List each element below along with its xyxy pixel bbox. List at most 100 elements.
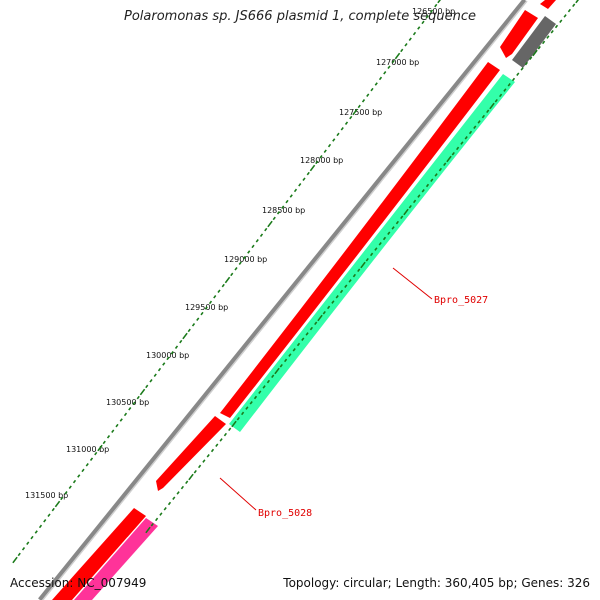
sequence-backbone-highlight — [41, 0, 528, 600]
tick-mark — [370, 252, 374, 257]
tick-mark — [38, 524, 43, 529]
tick-mark — [249, 401, 253, 405]
tick-mark — [236, 416, 240, 421]
tick-mark — [274, 367, 280, 375]
tick-mark — [394, 52, 401, 60]
tick-mark — [365, 257, 369, 262]
tick-mark — [172, 496, 176, 500]
tick-mark — [434, 173, 438, 177]
tick-mark — [231, 420, 237, 428]
tick-mark — [408, 204, 412, 209]
gene-bpro-5027-red[interactable] — [220, 62, 500, 418]
tick-mark — [111, 429, 115, 433]
gene-lower-magenta[interactable] — [74, 518, 158, 600]
tick-mark — [344, 121, 349, 125]
gene-lower-red[interactable] — [52, 508, 146, 600]
tick-mark — [115, 423, 119, 428]
tick-mark — [128, 407, 132, 411]
tick-mark — [224, 276, 231, 284]
tick-mark — [77, 474, 81, 478]
tick-mark — [102, 440, 106, 445]
tick-mark — [85, 463, 89, 467]
tick-mark — [266, 379, 270, 384]
tick-mark — [106, 435, 111, 439]
tick-mark — [460, 141, 464, 145]
tick-mark — [403, 208, 409, 216]
tick-mark — [391, 226, 395, 230]
tick-mark — [537, 45, 541, 50]
tick-mark — [176, 491, 180, 495]
tick-mark — [456, 146, 460, 151]
tick-mark — [430, 178, 434, 182]
tick-mark — [489, 102, 495, 110]
tick-mark — [302, 177, 306, 181]
tick-mark — [511, 77, 516, 82]
tick-mark — [559, 19, 563, 23]
tick-mark — [494, 98, 498, 103]
tick-mark — [30, 535, 34, 540]
gene-bpro-5028[interactable] — [156, 416, 226, 491]
tick-mark — [191, 323, 196, 327]
tick-mark — [230, 272, 234, 277]
tick-mark — [542, 40, 546, 45]
tick-mark — [179, 339, 183, 344]
tick-mark — [336, 132, 340, 137]
tick-mark — [200, 311, 204, 316]
tick-mark — [309, 164, 316, 172]
tick-mark — [339, 289, 344, 294]
bpro-5027-leader — [392, 267, 433, 300]
tick-mark — [387, 231, 391, 235]
tick-mark — [26, 541, 30, 545]
tick-mark — [180, 485, 185, 490]
gene-label-bpro-5027[interactable]: Bpro_5027 — [434, 295, 488, 306]
tick-mark — [253, 395, 258, 400]
tick-mark — [507, 83, 511, 87]
tick-mark — [154, 517, 159, 522]
tick-mark — [64, 491, 68, 495]
gene-arrow-top-red[interactable] — [540, 0, 556, 9]
tick-mark — [429, 9, 434, 13]
tick-mark — [206, 454, 210, 458]
tick-label: 130500 bp — [106, 398, 149, 407]
tick-mark — [378, 242, 382, 246]
tick-mark — [149, 379, 153, 383]
tick-mark — [21, 547, 26, 551]
tick-mark — [532, 49, 538, 57]
tick-label: 127500 bp — [339, 108, 382, 117]
tick-mark — [319, 155, 323, 159]
tick-mark — [264, 227, 268, 232]
tick-mark — [150, 522, 154, 527]
tick-mark — [306, 171, 310, 176]
gene-label-bpro-5028[interactable]: Bpro_5028 — [258, 508, 312, 519]
tick-mark — [242, 255, 247, 260]
tick-mark — [293, 188, 298, 193]
tick-mark — [387, 65, 391, 69]
tick-mark — [315, 160, 319, 165]
tick-mark — [97, 444, 103, 452]
tick-mark — [285, 199, 289, 204]
tick-mark — [182, 332, 188, 340]
tick-mark — [221, 283, 225, 288]
tick-mark — [451, 151, 455, 156]
tick-mark — [357, 104, 361, 109]
tick-mark — [327, 143, 332, 148]
tick-mark — [213, 295, 217, 299]
tick-mark — [157, 367, 162, 372]
gene-arrow-126500-red[interactable] — [500, 10, 538, 58]
tick-mark — [382, 236, 387, 241]
tick-mark — [417, 26, 421, 30]
gene-gray-126500[interactable] — [512, 16, 556, 68]
tick-mark — [43, 519, 47, 523]
tick-mark — [400, 215, 404, 220]
tick-mark — [575, 0, 579, 4]
tick-mark — [170, 351, 174, 355]
tick-mark — [238, 261, 242, 265]
tick-mark — [374, 82, 378, 86]
tick-mark — [196, 317, 200, 321]
tick-mark — [60, 496, 64, 501]
tick-mark — [360, 261, 366, 269]
tick-mark — [348, 279, 352, 283]
tick-mark — [524, 61, 528, 66]
